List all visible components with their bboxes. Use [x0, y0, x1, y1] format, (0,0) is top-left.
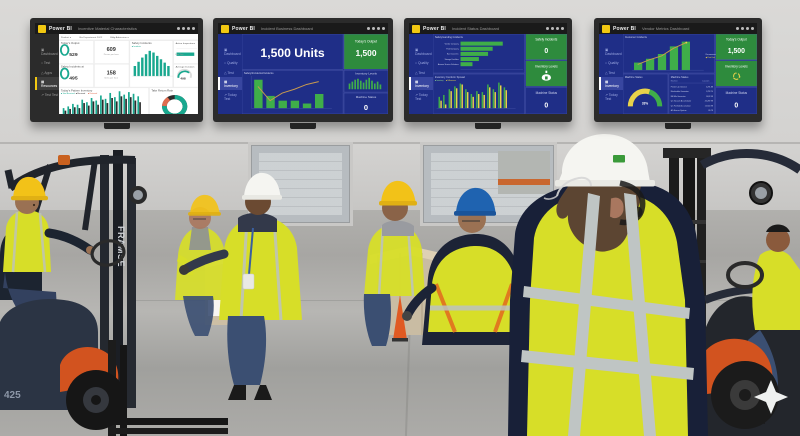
svg-text:Safety Incidents: Safety Incidents: [132, 41, 153, 45]
svg-text:East Coast Inc: East Coast Inc: [447, 53, 459, 56]
svg-text:Storage Facilities: Storage Facilities: [445, 58, 459, 61]
svg-text:■ Returned: ■ Returned: [88, 92, 97, 95]
svg-text:89.78: 89.78: [708, 110, 713, 112]
svg-text:Customer Incidents: Customer Incidents: [625, 35, 648, 39]
svg-text:Today's Output: Today's Output: [726, 38, 747, 42]
svg-text:495: 495: [69, 76, 78, 82]
svg-text:33%: 33%: [642, 101, 648, 105]
svg-text:0: 0: [544, 102, 548, 109]
svg-text:Take Return Rate: Take Return Rate: [151, 88, 173, 92]
svg-text:Inventory Conform Spread: Inventory Conform Spread: [435, 75, 466, 79]
svg-text:0: 0: [544, 48, 548, 55]
svg-text:Machine: Machine: [671, 81, 678, 83]
svg-text:1,782.70: 1,782.70: [706, 91, 713, 93]
svg-text:42,287.98: 42,287.98: [705, 101, 713, 103]
svg-text:Machine Status: Machine Status: [625, 75, 643, 79]
svg-text:Product ▾: Product ▾: [61, 36, 71, 39]
svg-text:■ Incidents: ■ Incidents: [132, 45, 141, 48]
svg-text:158: 158: [107, 71, 116, 77]
svg-text:Inventory Levels: Inventory Levels: [725, 64, 748, 68]
svg-text:Average Duration: Average Duration: [176, 66, 195, 69]
svg-text:■ Received: ■ Received: [76, 93, 85, 95]
svg-text:12,922.98: 12,922.98: [705, 105, 713, 107]
svg-text:Mill Mix Generator: Mill Mix Generator: [671, 95, 686, 98]
svg-text:5,291.88: 5,291.88: [706, 86, 713, 88]
svg-text:609: 609: [107, 47, 116, 53]
svg-text:QC Vacuum Accumulator: QC Vacuum Accumulator: [671, 100, 692, 103]
svg-text:Field Company: Field Company: [446, 49, 458, 51]
svg-text:14,82.98: 14,82.98: [706, 96, 713, 98]
svg-text:Machine Status: Machine Status: [536, 91, 558, 95]
svg-text:Start Time: Start Time: [175, 53, 183, 56]
svg-text:■ Differences: ■ Differences: [446, 80, 456, 82]
svg-text:QC Purified Accumulator: QC Purified Accumulator: [671, 104, 691, 107]
svg-text:AC Airscan System: AC Airscan System: [671, 109, 687, 112]
svg-text:Items per hour: Items per hour: [104, 77, 118, 80]
svg-text:0: 0: [734, 102, 738, 109]
svg-text:◆ Past Unit: ◆ Past Unit: [706, 56, 716, 59]
svg-text:Vendor Company: Vendor Company: [445, 43, 459, 45]
svg-text:Location: Location: [702, 80, 709, 83]
svg-text:■ Total Received: ■ Total Received: [61, 92, 75, 95]
svg-text:498: 498: [180, 77, 186, 81]
svg-text:1,500: 1,500: [728, 48, 745, 55]
svg-text:Machinable Generator: Machinable Generator: [671, 90, 689, 93]
svg-text:Bldg Admission ▾: Bldg Admission ▾: [110, 36, 128, 39]
svg-text:Pieces per hour: Pieces per hour: [104, 54, 119, 56]
svg-text:Machine Status: Machine Status: [671, 75, 689, 79]
svg-text:Arizona Service Solutions: Arizona Service Solutions: [438, 63, 459, 66]
svg-text:■ Inventory: ■ Inventory: [435, 79, 444, 82]
svg-text:Safety Incidents: Safety Incidents: [535, 38, 557, 42]
svg-text:Inventory Levels: Inventory Levels: [535, 64, 558, 68]
svg-text:529: 529: [69, 52, 78, 58]
svg-text:Printer Lab General: Printer Lab General: [671, 85, 688, 88]
svg-text:Machine Status: Machine Status: [726, 91, 748, 95]
svg-text:Active Inspections: Active Inspections: [176, 42, 196, 45]
svg-text:Safety/Landing Incidents: Safety/Landing Incidents: [435, 35, 464, 39]
svg-text:Today's Pattern Inventory: Today's Pattern Inventory: [61, 88, 93, 92]
svg-text:Biz Department 2022: Biz Department 2022: [80, 36, 103, 39]
